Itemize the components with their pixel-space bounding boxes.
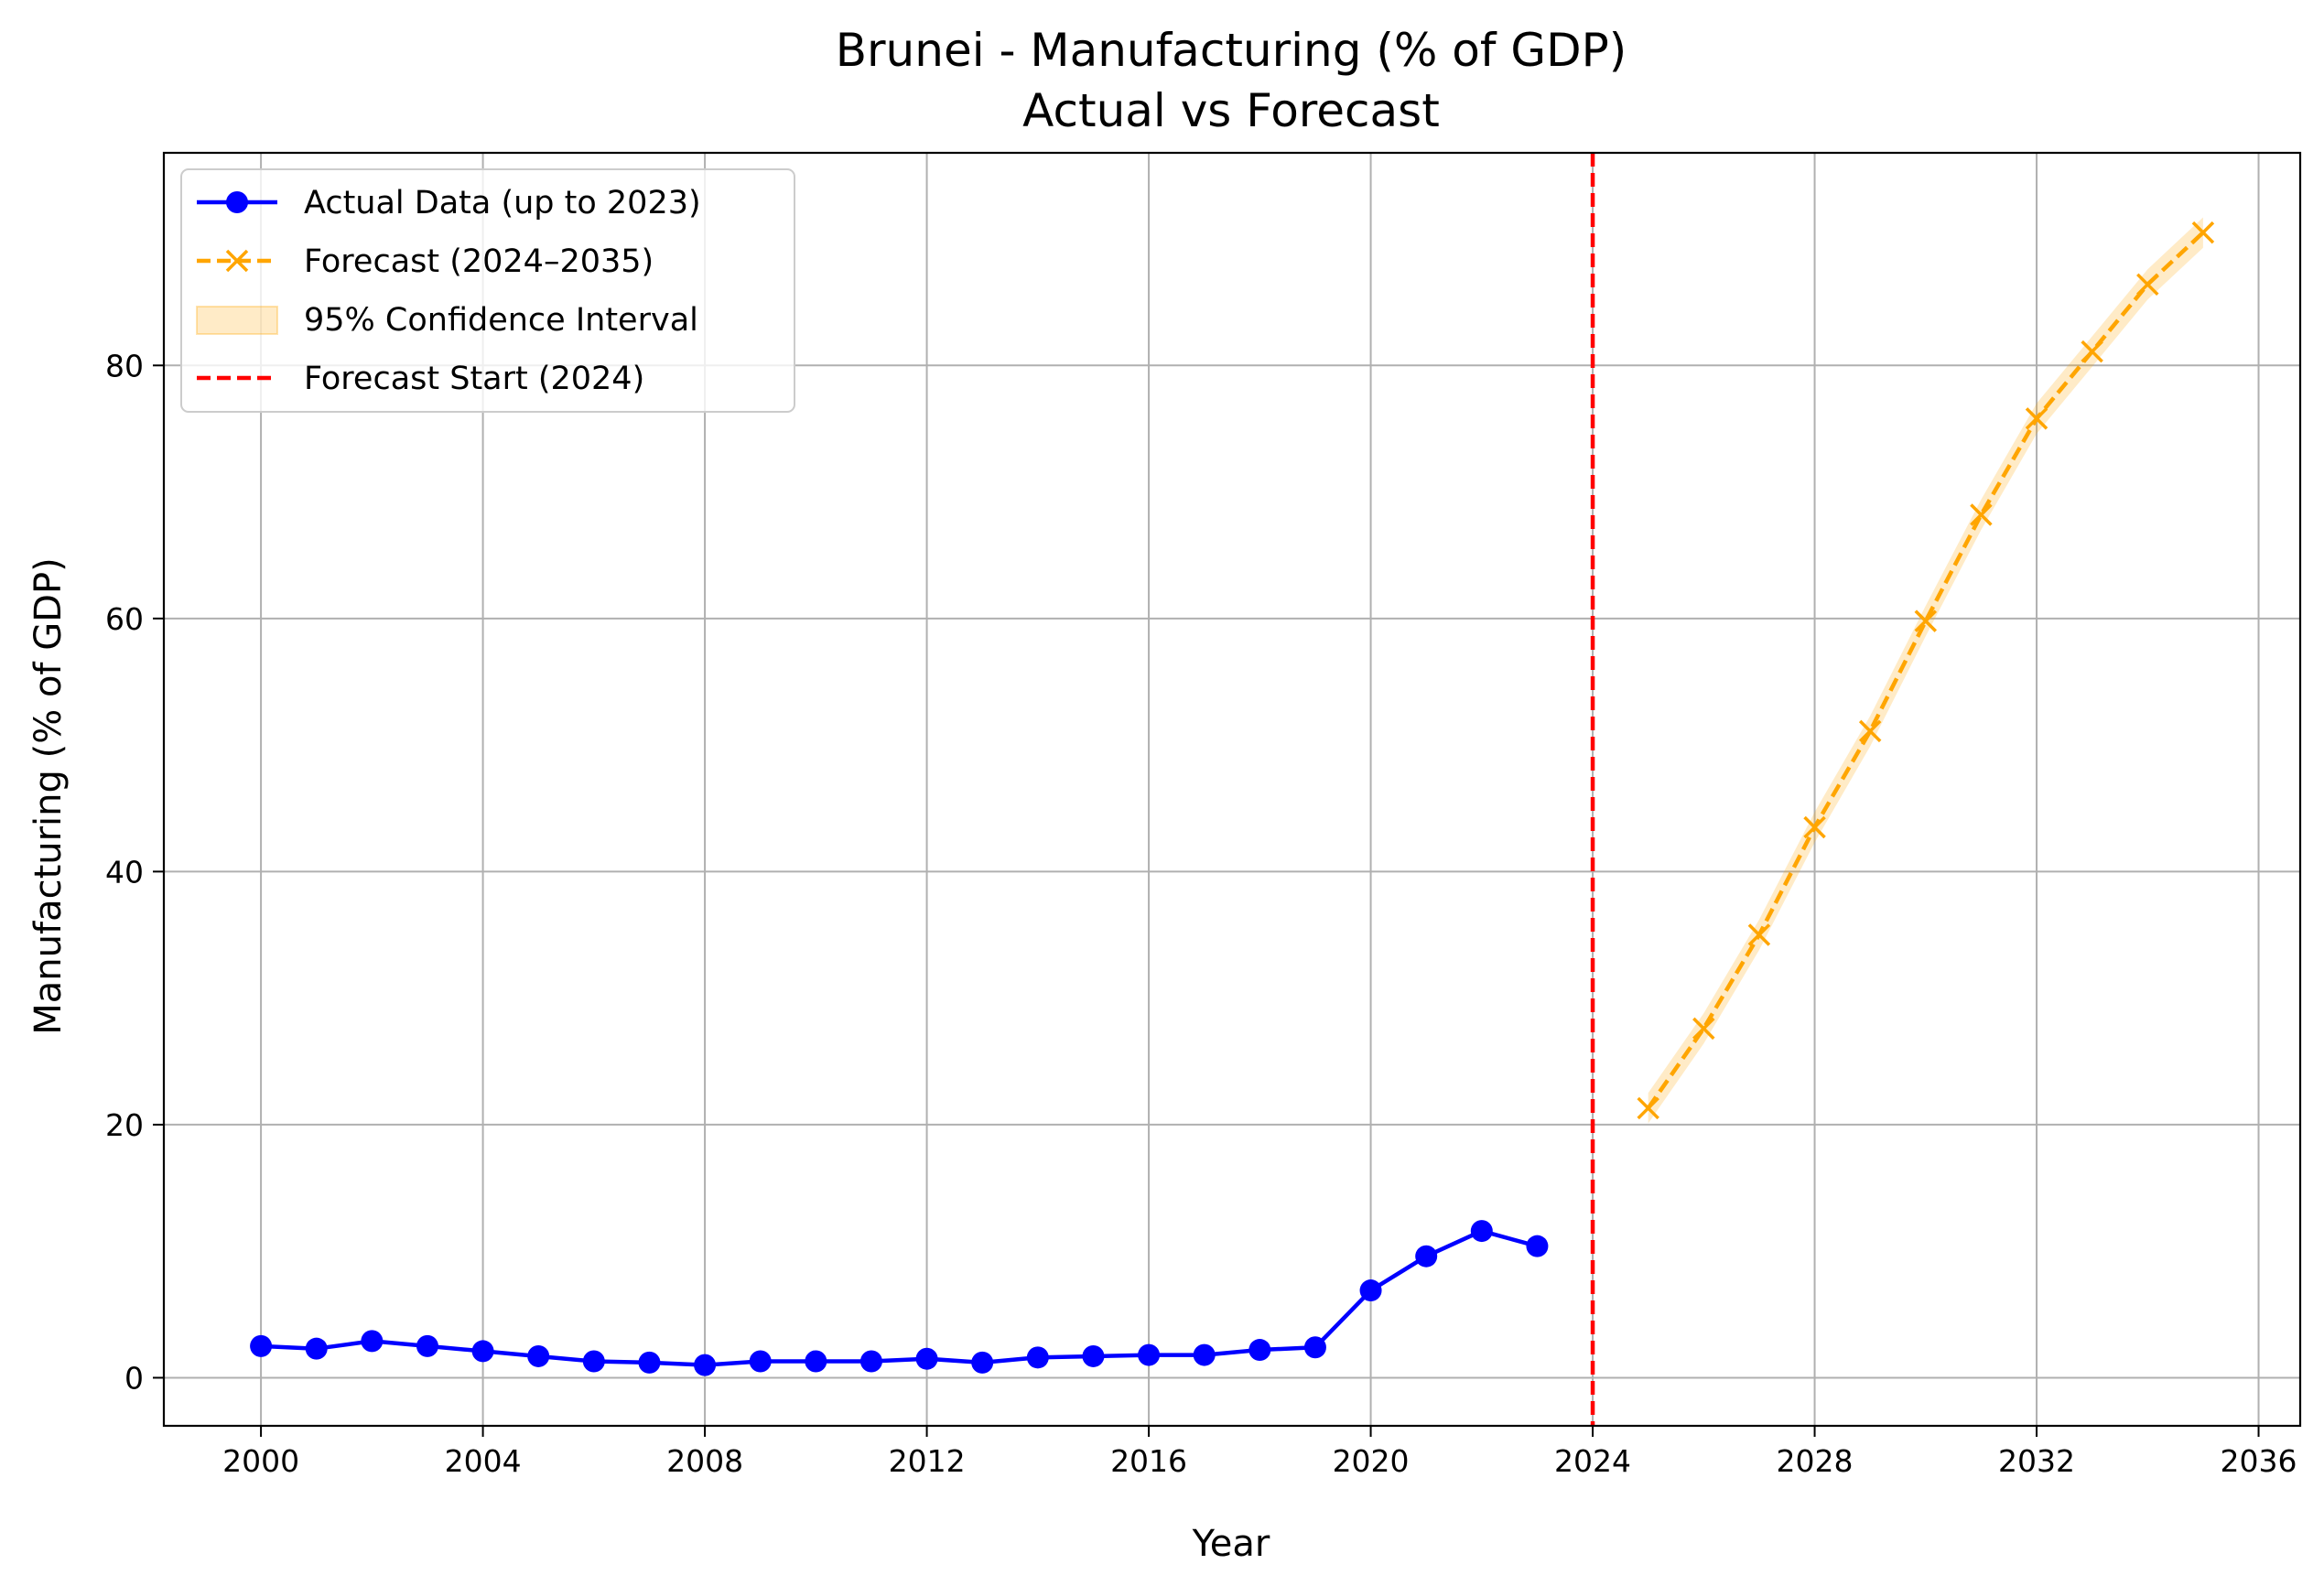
x-tick-label: 2036 (2221, 1443, 2297, 1479)
legend-label-ci: 95% Confidence Interval (304, 302, 698, 339)
forecast-point (2025, 407, 2048, 430)
actual-point (971, 1351, 994, 1374)
actual-point (1303, 1336, 1326, 1359)
forecast-point (1970, 503, 1993, 526)
confidence-band (1648, 217, 2203, 1124)
forecast-line (1646, 231, 2205, 1110)
actual-point (694, 1354, 717, 1376)
actual-point (527, 1344, 550, 1367)
chart-title: Brunei - Manufacturing (% of GDP) (836, 24, 1627, 77)
forecast-point (1858, 719, 1882, 743)
actual-point (471, 1340, 494, 1363)
legend-label-actual: Actual Data (up to 2023) (304, 185, 701, 221)
x-tick-label: 2016 (1110, 1443, 1187, 1479)
actual-point (1082, 1344, 1105, 1367)
legend-swatch-ci (196, 306, 278, 335)
actual-point (1193, 1343, 1216, 1366)
actual-point (1415, 1245, 1438, 1268)
actual-point (361, 1330, 384, 1353)
forecast-point (1692, 1017, 1715, 1041)
actual-point (638, 1351, 661, 1374)
x-tick-label: 2000 (222, 1443, 299, 1479)
x-tick-label: 2028 (1777, 1443, 1854, 1479)
actual-point (749, 1350, 772, 1373)
actual-point (1248, 1339, 1271, 1362)
x-axis-label: Year (1192, 1523, 1270, 1565)
x-tick-label: 2032 (1998, 1443, 2075, 1479)
x-tick-label: 2024 (1554, 1443, 1631, 1479)
forecast-point (2136, 273, 2159, 297)
forecast-point (1637, 1096, 1659, 1120)
actual-point (1138, 1343, 1161, 1366)
forecast-point (2081, 340, 2103, 363)
forecast-point (1914, 610, 1938, 632)
actual-point (416, 1334, 438, 1357)
actual-point (915, 1347, 938, 1370)
series-layer (250, 221, 2215, 1376)
plot-frame (162, 151, 2302, 1428)
y-axis-label: Manufacturing (% of GDP) (27, 557, 70, 1034)
chart-subtitle: Actual vs Forecast (1022, 84, 1440, 137)
y-tick-label: 20 (105, 1107, 144, 1143)
actual-point (1359, 1279, 1382, 1302)
actual-point (250, 1334, 273, 1357)
actual-point (1470, 1220, 1493, 1243)
legend-label-forecast-start: Forecast Start (2024) (304, 361, 644, 397)
forecast-point (1747, 923, 1771, 946)
legend: Actual Data (up to 2023) Forecast (2024–… (180, 168, 795, 413)
y-tick-label: 40 (105, 854, 144, 890)
y-tick-label: 80 (105, 348, 144, 383)
legend-swatches (196, 191, 278, 381)
grid (164, 153, 2300, 1426)
x-tick-label: 2008 (666, 1443, 743, 1479)
forecast-point (1803, 815, 1826, 839)
actual-point (859, 1350, 882, 1373)
x-tick-label: 2020 (1333, 1443, 1410, 1479)
legend-frame (180, 168, 795, 413)
actual-point (805, 1350, 827, 1373)
x-tick-label: 2004 (445, 1443, 522, 1479)
actual-point (1526, 1235, 1549, 1257)
confidence-band-layer (1648, 217, 2203, 1124)
y-tick-label: 0 (124, 1360, 144, 1396)
actual-point (1026, 1346, 1049, 1369)
forecast-point (2191, 221, 2215, 244)
legend-label-forecast: Forecast (2024–2035) (304, 243, 654, 280)
ticks: 2000 2004 2008 2012 2016 2020 2024 2028 2032 2036… (105, 348, 2297, 1479)
x-tick-label: 2012 (889, 1443, 966, 1479)
actual-line (260, 1228, 1538, 1367)
actual-point (582, 1350, 605, 1373)
legend-marker-actual (226, 191, 248, 213)
y-tick-label: 60 (105, 601, 144, 637)
legend-marker-forecast (225, 249, 249, 273)
actual-point (305, 1337, 328, 1360)
